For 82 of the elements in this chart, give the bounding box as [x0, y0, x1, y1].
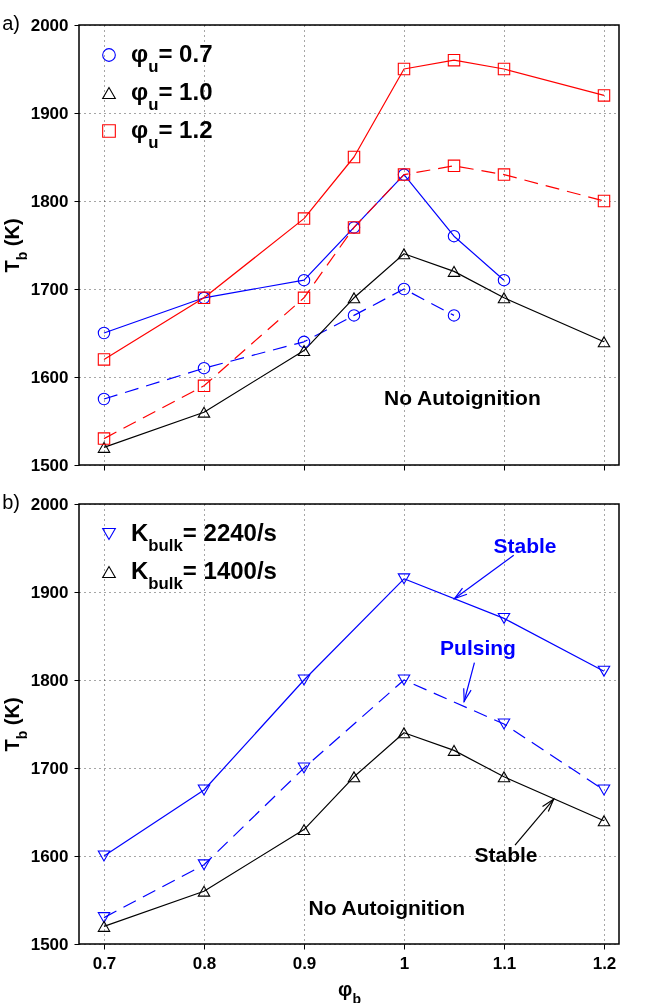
legend-label: φ$_{u}$= 0.7	[131, 40, 213, 76]
point	[97, 850, 111, 862]
point	[347, 309, 361, 322]
annotation: No Autoignition	[308, 895, 466, 919]
annotation: Stable	[493, 534, 557, 558]
point	[397, 727, 411, 739]
y-tick-label: 1700	[30, 758, 69, 778]
point	[597, 194, 611, 208]
point	[497, 718, 511, 730]
point	[297, 674, 311, 686]
x-tick-label: 0.9	[292, 953, 317, 973]
point	[197, 379, 211, 393]
point	[597, 665, 611, 677]
point	[297, 291, 311, 305]
point	[597, 815, 611, 827]
chart-title: b)	[2, 491, 20, 513]
legend-label: K$_{bulk}$= 2240/s	[131, 519, 277, 555]
point	[397, 62, 411, 76]
point	[197, 859, 211, 871]
point	[347, 771, 361, 783]
y-tick-label: 1800	[30, 191, 69, 211]
point	[447, 265, 461, 277]
annotation: Stable	[474, 842, 538, 866]
point	[297, 345, 311, 357]
point	[197, 361, 211, 375]
point	[347, 150, 361, 164]
point	[97, 920, 111, 932]
point	[347, 292, 361, 304]
y-tick-label: 2000	[30, 494, 69, 514]
y-tick-label: 1500	[30, 934, 69, 954]
y-tick-label: 1500	[30, 455, 69, 475]
point	[497, 612, 511, 624]
point	[297, 762, 311, 774]
point	[197, 406, 211, 418]
point	[447, 744, 461, 756]
annotation: No Autoignition	[384, 386, 541, 409]
y-tick-label: 1900	[30, 582, 69, 602]
point	[297, 824, 311, 836]
y-tick-label: 1600	[30, 367, 69, 387]
point	[97, 353, 111, 366]
point	[297, 212, 311, 225]
point	[497, 168, 511, 181]
y-tick-label: 1900	[30, 103, 69, 123]
point	[397, 248, 411, 260]
point	[397, 674, 411, 686]
point	[447, 53, 461, 67]
y-tick-label: 1700	[30, 279, 69, 299]
point	[97, 441, 111, 453]
y-tick-label: 1600	[30, 846, 69, 866]
legend-label: K$_{bulk}$= 1400/s	[131, 557, 277, 593]
point	[497, 292, 511, 304]
x-tick-label: 1.1	[492, 953, 517, 973]
chart-title: a)	[2, 12, 20, 34]
y-tick-label: 1800	[30, 670, 69, 690]
y-tick-label: 2000	[30, 15, 69, 35]
point	[297, 335, 311, 349]
point	[497, 273, 511, 287]
point	[447, 159, 461, 173]
x-tick-label: 0.8	[192, 953, 217, 973]
legend-label: φ$_{u}$= 1.2	[131, 116, 213, 152]
point	[597, 89, 611, 102]
point	[97, 432, 111, 445]
point	[97, 326, 111, 340]
point	[597, 784, 611, 796]
point	[197, 885, 211, 897]
point	[397, 573, 411, 585]
annotation: Pulsing	[440, 636, 516, 659]
point	[297, 273, 311, 287]
point	[597, 336, 611, 348]
point	[497, 771, 511, 783]
x-tick-label: 0.7	[92, 953, 117, 973]
point	[97, 392, 111, 406]
point	[397, 282, 411, 296]
x-axis-title: φ$_{b}$	[338, 977, 361, 1003]
point	[497, 62, 511, 76]
x-tick-label: 1.2	[592, 953, 617, 973]
point	[447, 309, 461, 322]
x-tick-label: 1	[399, 953, 410, 973]
point	[447, 229, 461, 243]
point	[197, 784, 211, 796]
legend-label: φ$_{u}$= 1.0	[131, 78, 213, 114]
point	[97, 912, 111, 924]
